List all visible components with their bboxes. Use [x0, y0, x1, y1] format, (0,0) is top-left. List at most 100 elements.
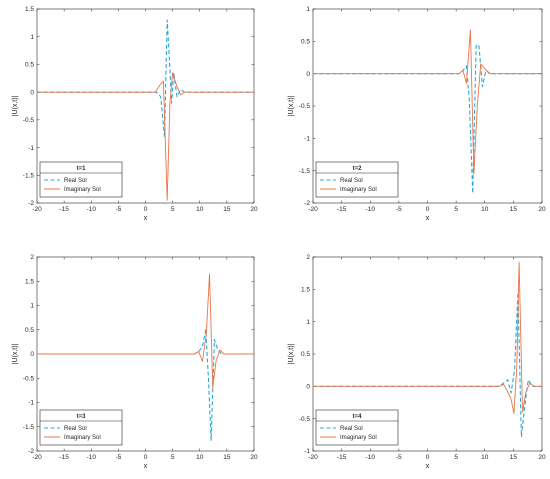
y-tick-label: 1.5 — [25, 6, 34, 13]
series-line-real — [37, 329, 254, 441]
legend-title: t=1 — [77, 166, 87, 172]
y-tick-label: -2 — [28, 448, 34, 455]
legend-entry: Real Sol — [64, 178, 87, 184]
x-tick-label: -5 — [115, 206, 121, 213]
x-tick-label: 20 — [538, 454, 546, 461]
x-tick-label: -15 — [337, 454, 347, 461]
y-tick-label: 0.5 — [25, 327, 34, 334]
y-tick-label: -1 — [304, 448, 310, 455]
chart-panel-3: -20 -15 -10 -5 0 5 10 15 20 -2 -1.5 -1 -0.5 0 0.5 1 1.5 2… — [12, 254, 258, 470]
legend: t=3 Real Sol Imaginary Sol — [39, 409, 123, 446]
y-tick-label: -1.5 — [299, 168, 311, 175]
x-tick-label: 15 — [223, 206, 231, 213]
y-tick-label: 1 — [30, 34, 34, 41]
legend-entry: Imaginary Sol — [340, 435, 377, 441]
x-tick-label: -20 — [308, 454, 318, 461]
x-axis-title: x — [426, 215, 430, 222]
y-tick-label: 0.5 — [301, 39, 310, 46]
y-tick-label: 1 — [30, 303, 34, 310]
chart-panel-1: -20 -15 -10 -5 0 5 10 15 20 -2 -1.5 -1 -0.5 0 0.5 1 1.5 x… — [12, 6, 258, 222]
x-tick-label: 5 — [454, 454, 458, 461]
series-line-imaginary — [313, 261, 542, 414]
x-tick-label: 20 — [250, 206, 258, 213]
chart-panel-2: -20 -15 -10 -5 0 5 10 15 20 -2 -1.5 -1 -0.5 0 0.5 1 x |U(… — [288, 6, 546, 222]
x-tick-label: -5 — [396, 206, 402, 213]
x-tick-label: -15 — [59, 454, 69, 461]
x-tick-label: -10 — [366, 206, 376, 213]
y-tick-label: -2 — [28, 200, 34, 207]
x-tick-label: 15 — [223, 454, 231, 461]
y-axis-title: |U(x,t)| — [288, 95, 295, 116]
x-tick-label: 10 — [481, 454, 489, 461]
x-axis-title: x — [144, 463, 148, 470]
x-tick-label: -20 — [32, 454, 42, 461]
legend-entry: Real Sol — [340, 178, 363, 184]
legend-entry: Imaginary Sol — [64, 187, 101, 193]
y-tick-label: -2 — [304, 200, 310, 207]
y-tick-label: -1.5 — [23, 172, 35, 179]
x-axis-title: x — [426, 463, 430, 470]
y-axis-title: |U(x,t)| — [288, 343, 295, 364]
y-tick-label: 1.5 — [301, 287, 310, 294]
legend: t=2 Real Sol Imaginary Sol — [315, 161, 399, 198]
y-tick-label: -0.5 — [23, 375, 35, 382]
y-tick-label: 0.5 — [301, 351, 310, 358]
y-tick-label: -0.5 — [23, 117, 35, 124]
y-tick-label: 0 — [306, 384, 310, 391]
x-tick-label: -20 — [308, 206, 318, 213]
y-tick-label: -0.5 — [299, 416, 311, 423]
x-tick-label: 0 — [426, 206, 430, 213]
y-tick-label: 0 — [30, 351, 34, 358]
y-tick-label: -1.5 — [23, 424, 35, 431]
x-tick-label: -5 — [115, 454, 121, 461]
y-tick-label: 1 — [306, 319, 310, 326]
y-axis-title: |U(x,t)| — [12, 95, 19, 116]
y-tick-label: 0 — [306, 71, 310, 78]
x-tick-label: -10 — [366, 454, 376, 461]
x-axis-title: x — [144, 215, 148, 222]
legend-entry: Imaginary Sol — [340, 187, 377, 193]
legend-title: t=3 — [77, 414, 87, 420]
x-tick-label: 15 — [510, 454, 518, 461]
x-tick-label: 0 — [144, 454, 148, 461]
x-tick-label: -15 — [337, 206, 347, 213]
series-line-imaginary — [313, 29, 542, 175]
y-tick-label: 0.5 — [25, 62, 34, 69]
y-tick-label: -1 — [28, 145, 34, 152]
y-tick-label: 1 — [306, 6, 310, 13]
x-tick-label: 0 — [426, 454, 430, 461]
x-tick-label: 0 — [144, 206, 148, 213]
x-tick-label: 5 — [171, 454, 175, 461]
legend-entry: Real Sol — [64, 426, 87, 432]
legend: t=4 Real Sol Imaginary Sol — [315, 409, 399, 446]
x-tick-label: 20 — [538, 206, 546, 213]
y-tick-label: 2 — [306, 254, 310, 261]
y-axis-title: |U(x,t)| — [12, 343, 19, 364]
x-tick-label: 10 — [481, 206, 489, 213]
y-tick-label: 1.5 — [25, 278, 34, 285]
x-tick-label: -10 — [87, 206, 97, 213]
x-tick-label: 20 — [250, 454, 258, 461]
legend: t=1 Real Sol Imaginary Sol — [39, 161, 123, 198]
x-tick-label: -20 — [32, 206, 42, 213]
x-tick-label: 5 — [171, 206, 175, 213]
x-tick-label: -15 — [59, 206, 69, 213]
legend-title: t=2 — [353, 166, 363, 172]
x-tick-label: -5 — [396, 454, 402, 461]
y-tick-label: -0.5 — [299, 103, 311, 110]
x-tick-label: 5 — [454, 206, 458, 213]
series-line-real — [313, 292, 542, 438]
chart-panel-4: -20 -15 -10 -5 0 5 10 15 20 -1 -0.5 0 0.5 1 1.5 2 x |U(x,… — [288, 254, 546, 470]
series-line-imaginary — [37, 72, 254, 201]
y-tick-label: -1 — [304, 136, 310, 143]
x-tick-label: 15 — [510, 206, 518, 213]
y-tick-label: 0 — [30, 89, 34, 96]
y-tick-label: 2 — [30, 254, 34, 261]
legend-title: t=4 — [353, 414, 363, 420]
x-tick-label: 10 — [196, 206, 204, 213]
x-tick-label: -10 — [87, 454, 97, 461]
series-line-imaginary — [37, 273, 254, 389]
x-tick-label: 10 — [196, 454, 204, 461]
y-tick-label: -1 — [28, 400, 34, 407]
